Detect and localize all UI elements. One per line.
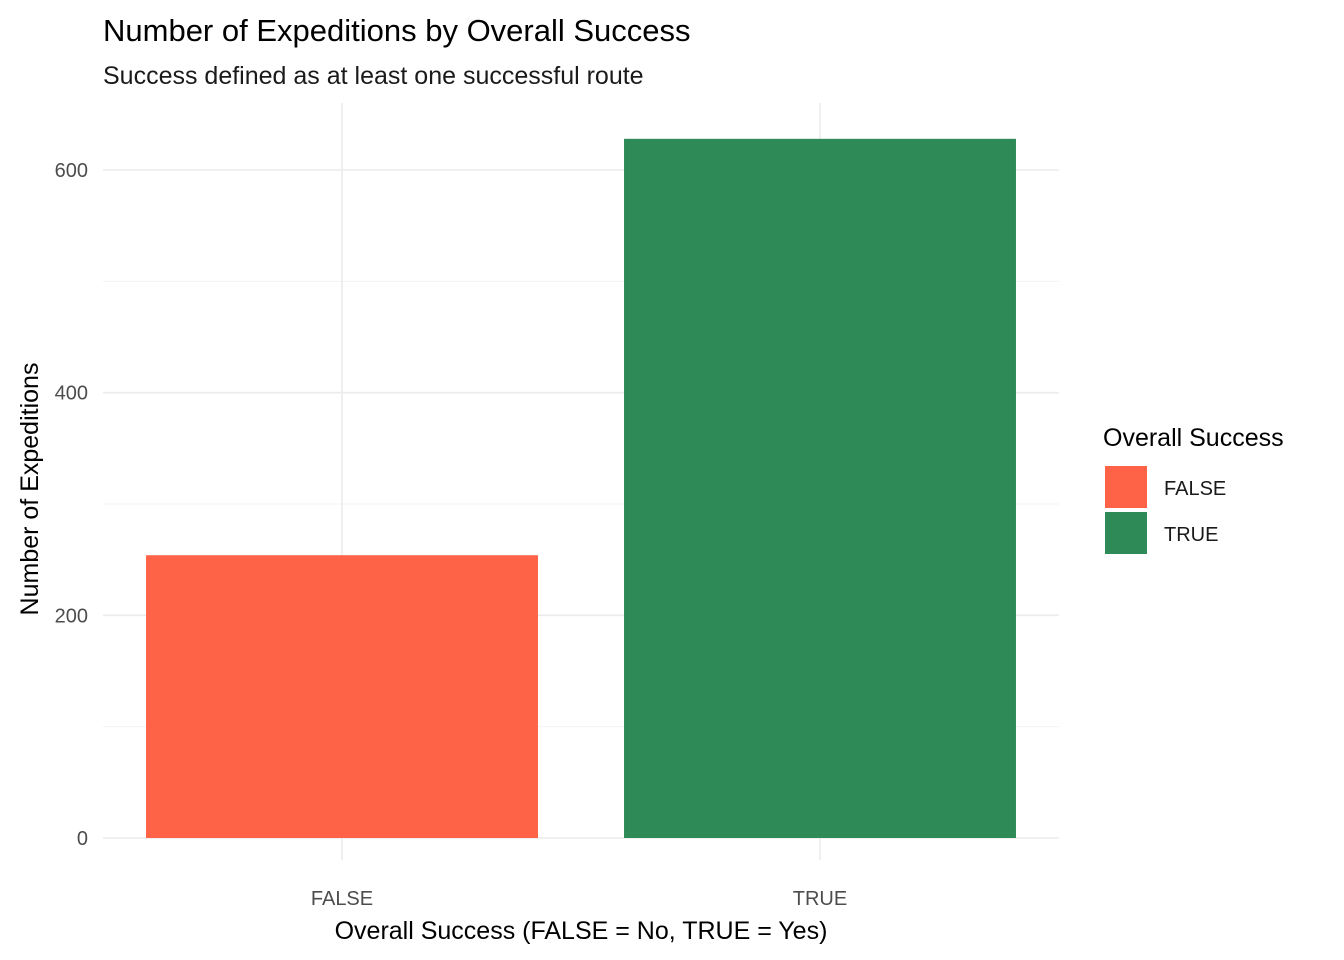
y-tick-label: 400 [55,383,88,405]
y-tick-label: 200 [55,605,88,627]
legend-label-true: TRUE [1164,524,1218,546]
legend-key-true [1105,512,1147,554]
x-axis-title: Overall Success (FALSE = No, TRUE = Yes) [335,917,828,945]
bar-false [146,555,538,838]
legend-label-false: FALSE [1164,478,1226,500]
legend-key-false [1105,466,1147,508]
bar-true [624,138,1016,838]
bars [146,138,1016,838]
legend-title: Overall Success [1103,424,1284,452]
x-axis-ticks: FALSE TRUE [311,888,847,910]
legend: Overall Success FALSE TRUE [1103,424,1284,554]
legend-items: FALSE TRUE [1105,466,1226,554]
chart-title: Number of Expeditions by Overall Success [103,13,691,48]
y-axis-title: Number of Expeditions [16,363,44,616]
y-tick-label: 600 [55,160,88,182]
y-tick-label: 0 [77,828,88,850]
x-tick-label: TRUE [793,888,847,910]
x-tick-label: FALSE [311,888,373,910]
chart-subtitle: Success defined as at least one successf… [103,62,644,90]
y-axis-ticks: 0 200 400 600 [55,160,88,850]
